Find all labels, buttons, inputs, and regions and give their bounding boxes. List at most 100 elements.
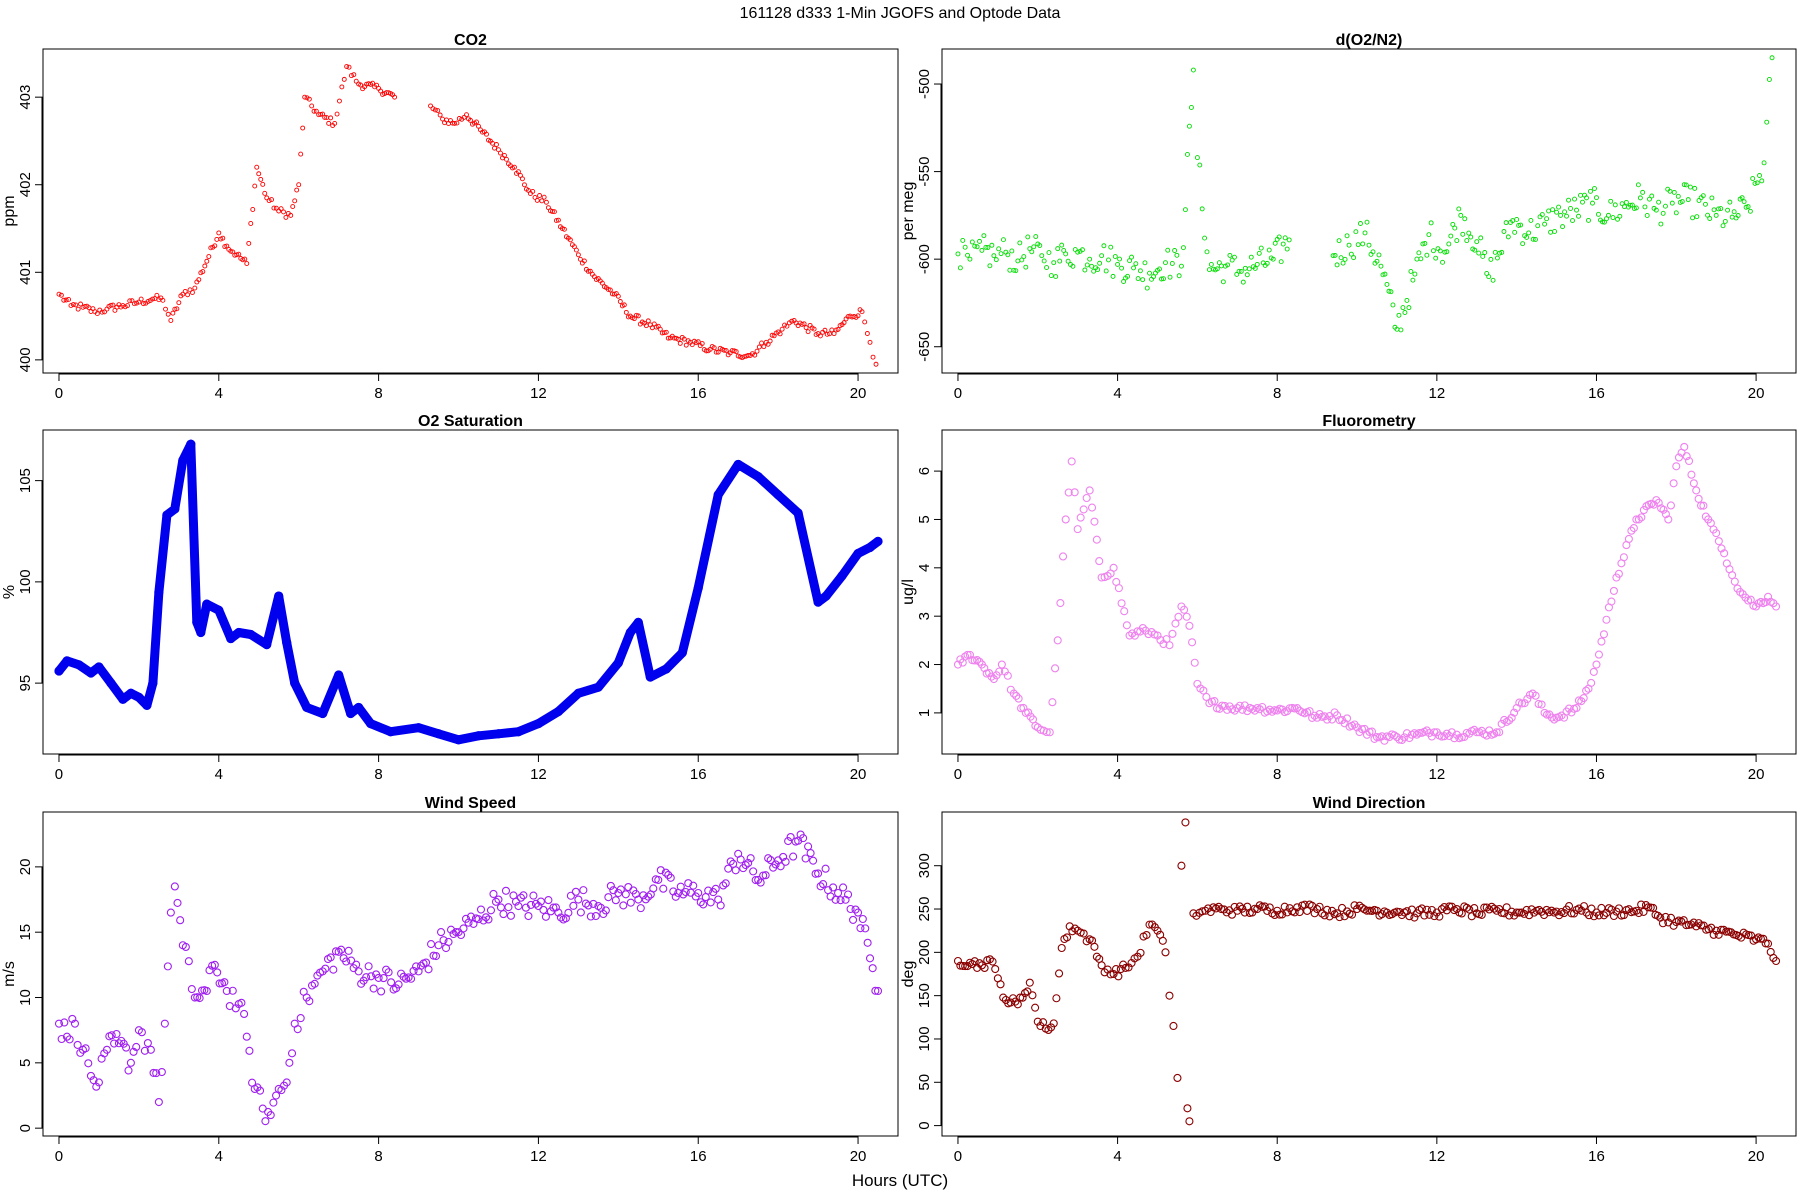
windspeed-point bbox=[661, 868, 670, 877]
co2-point bbox=[94, 311, 100, 317]
windspeed-point bbox=[549, 903, 558, 912]
winddir-point bbox=[1079, 929, 1088, 938]
o2sat-point bbox=[290, 678, 300, 688]
windspeed-point bbox=[654, 875, 663, 884]
windspeed-point bbox=[205, 966, 214, 975]
o2n2-point bbox=[1009, 248, 1015, 254]
windspeed-point bbox=[865, 954, 875, 963]
o2sat-point bbox=[62, 656, 72, 666]
o2n2-point bbox=[1376, 252, 1382, 258]
windspeed-point bbox=[94, 1078, 103, 1087]
o2n2-point bbox=[957, 265, 963, 271]
fluoro-point bbox=[1117, 599, 1126, 608]
windspeed-point bbox=[806, 849, 815, 858]
winddir-point bbox=[1771, 956, 1781, 966]
winddir-point bbox=[1201, 906, 1210, 915]
o2n2-point bbox=[1061, 248, 1067, 253]
fluoro-point bbox=[1315, 709, 1324, 719]
windspeed-point bbox=[526, 900, 535, 909]
windspeed-point bbox=[834, 888, 843, 898]
winddir-point bbox=[1347, 910, 1357, 919]
windspeed-x-tick-label: 0 bbox=[55, 1148, 63, 1165]
o2n2-point bbox=[1754, 180, 1760, 186]
winddir-point bbox=[1031, 1003, 1040, 1012]
o2n2-point bbox=[1692, 185, 1698, 191]
o2n2-point bbox=[1725, 207, 1731, 213]
co2-point bbox=[206, 254, 212, 259]
winddir-x-tick-label: 8 bbox=[1273, 1148, 1281, 1165]
co2-point bbox=[504, 156, 509, 162]
co2-point bbox=[862, 319, 868, 325]
fluoro-point bbox=[973, 655, 982, 665]
winddir-point bbox=[1090, 942, 1099, 951]
o2sat-point bbox=[354, 702, 364, 713]
co2-point bbox=[841, 320, 847, 326]
co2-point bbox=[70, 302, 76, 307]
windspeed-point bbox=[626, 898, 635, 907]
windspeed-point bbox=[362, 973, 371, 982]
co2-y-tick-label: 400 bbox=[17, 347, 34, 372]
o2n2-point bbox=[1642, 204, 1648, 210]
o2n2-point bbox=[1492, 249, 1498, 255]
o2n2-point bbox=[1539, 212, 1545, 218]
co2-point bbox=[645, 318, 651, 324]
co2-point bbox=[824, 331, 830, 337]
o2sat-point bbox=[262, 640, 272, 650]
co2-point bbox=[344, 64, 350, 69]
fluoro-point bbox=[1602, 615, 1611, 624]
co2-point bbox=[248, 221, 254, 226]
o2n2-point bbox=[1416, 250, 1422, 256]
o2n2-point bbox=[1378, 263, 1384, 269]
co2-point bbox=[789, 318, 795, 324]
o2n2-point bbox=[1167, 274, 1173, 280]
o2n2-point bbox=[1412, 271, 1418, 277]
o2n2-point bbox=[996, 246, 1002, 252]
windspeed-point bbox=[149, 1068, 158, 1077]
o2n2-point bbox=[1518, 222, 1524, 228]
windspeed-point bbox=[272, 1091, 281, 1100]
windspeed-point bbox=[344, 946, 353, 955]
windspeed-point bbox=[781, 857, 790, 866]
o2sat-point bbox=[214, 605, 224, 615]
winddir-point bbox=[1111, 965, 1121, 974]
co2-point bbox=[334, 111, 340, 117]
o2n2-point bbox=[1640, 189, 1646, 195]
o2n2-point bbox=[1669, 200, 1675, 206]
fluoro-point bbox=[1233, 704, 1242, 713]
winddir-point bbox=[1425, 910, 1434, 919]
o2n2-point bbox=[1055, 246, 1061, 252]
windspeed-point bbox=[736, 855, 745, 864]
co2-point bbox=[492, 145, 497, 151]
fluoro-y-tick-label: 3 bbox=[916, 612, 933, 620]
windspeed-y-tick-label: 5 bbox=[17, 1059, 34, 1067]
fluoro-point bbox=[1190, 658, 1199, 667]
fluoro-point bbox=[1497, 719, 1506, 728]
co2-point bbox=[476, 123, 481, 129]
co2-point bbox=[452, 120, 457, 126]
o2n2-point bbox=[1137, 268, 1143, 274]
winddir-point bbox=[1065, 922, 1074, 931]
co2-point bbox=[170, 310, 176, 316]
co2-point bbox=[306, 96, 312, 102]
fluoro-point bbox=[1082, 493, 1091, 503]
o2sat-point bbox=[593, 682, 603, 692]
panel-o2n2: d(O2/N2) per meg 0 4 8 12 16 20 -500 -550 -600 -650 bbox=[900, 32, 1797, 402]
fluoro-point bbox=[1540, 708, 1549, 717]
o2n2-point bbox=[1687, 184, 1693, 190]
o2n2-point bbox=[1346, 242, 1352, 248]
fluoro-point bbox=[1550, 715, 1559, 724]
co2-point bbox=[661, 330, 667, 336]
fluoro-point bbox=[1637, 513, 1646, 522]
co2-point bbox=[621, 302, 627, 308]
winddir-point bbox=[1227, 910, 1237, 919]
fluoro-point bbox=[1092, 535, 1101, 544]
co2-point bbox=[141, 301, 146, 307]
winddir-point bbox=[1165, 991, 1174, 1000]
winddir-point bbox=[1759, 934, 1768, 943]
co2-point bbox=[689, 342, 695, 348]
co2-point bbox=[127, 298, 133, 304]
o2n2-point bbox=[1478, 235, 1484, 241]
o2n2-point bbox=[1558, 212, 1564, 218]
fluoro-point bbox=[1714, 537, 1723, 546]
